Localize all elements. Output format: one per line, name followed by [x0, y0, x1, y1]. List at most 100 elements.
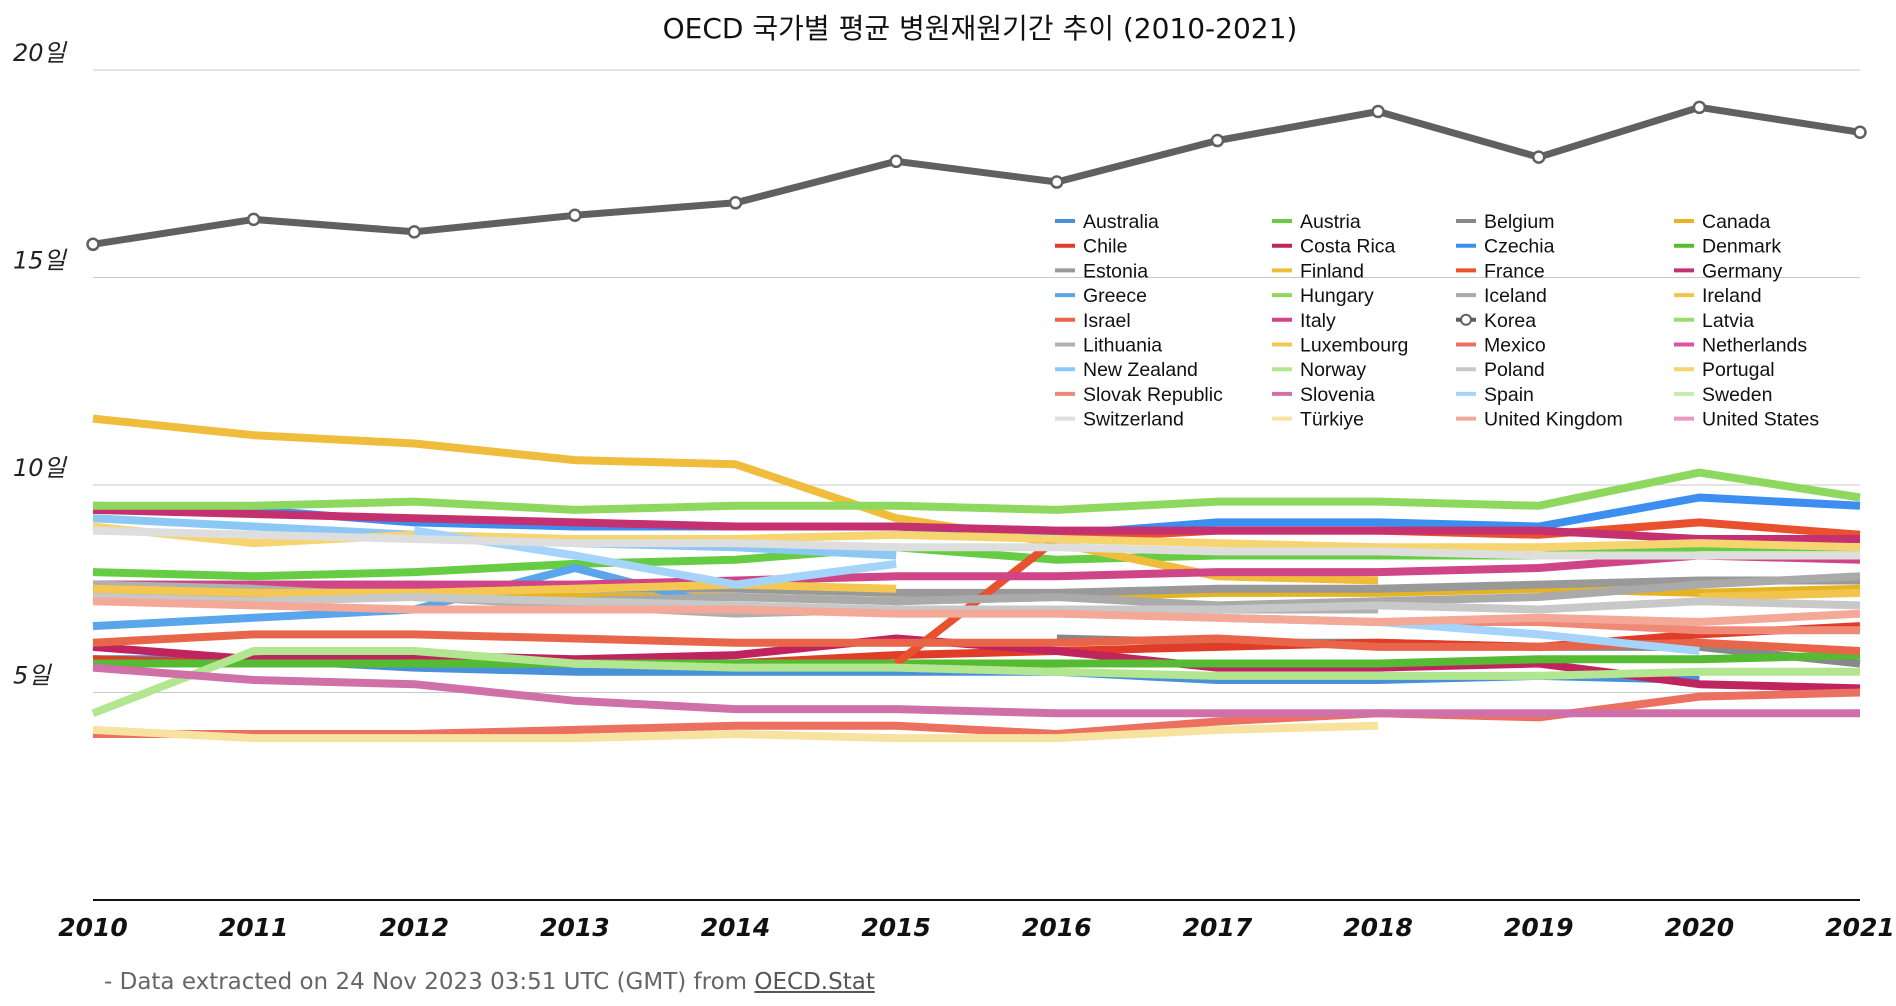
legend-item-spain: Spain [1456, 384, 1534, 406]
series-hungary [93, 468, 1861, 514]
legend-label-israel: Israel [1083, 310, 1131, 332]
legend-item-new-zealand: New Zealand [1055, 359, 1198, 381]
legend-label-germany: Germany [1702, 260, 1782, 282]
x-tick-label-2013: 2013 [540, 913, 610, 942]
legend-item-belgium: Belgium [1456, 211, 1554, 233]
point-korea-2020 [1692, 100, 1707, 115]
data-source-text: - Data extracted on 24 Nov 2023 03:51 UT… [104, 969, 755, 995]
series-line-finland [92, 414, 1379, 585]
legend-label-korea: Korea [1484, 310, 1536, 332]
legend-item-slovenia: Slovenia [1272, 384, 1375, 406]
legend-item-hungary: Hungary [1272, 285, 1374, 307]
point-korea-2016 [1050, 175, 1064, 189]
legend-item-greece: Greece [1055, 285, 1147, 307]
legend-label-canada: Canada [1702, 211, 1770, 233]
legend-label-iceland: Iceland [1484, 285, 1547, 307]
legend-label-norway: Norway [1300, 359, 1366, 381]
series-line-luxembourg [92, 580, 897, 597]
x-tick-label-2018: 2018 [1343, 913, 1413, 942]
series-line-poland [92, 593, 1861, 614]
series-israel [92, 630, 1861, 655]
series-ireland [1699, 588, 1861, 601]
x-tick-label-2011: 2011 [219, 913, 289, 942]
series-united-kingdom [92, 597, 1861, 626]
legend-label-t-rkiye: Türkiye [1300, 409, 1364, 431]
x-tick-label-2012: 2012 [379, 913, 449, 942]
series-line-hungary [93, 468, 1861, 514]
series-switzerland [92, 526, 1860, 560]
legend-item-united-states: United States [1674, 409, 1819, 431]
legend-item-poland: Poland [1456, 359, 1545, 381]
point-korea-2014 [728, 196, 743, 210]
legend: Australia Austria Belgium Canada Chile Costa … [1055, 211, 1819, 431]
legend-item-france: France [1456, 260, 1545, 282]
legend-label-new-zealand: New Zealand [1083, 359, 1198, 381]
point-korea-2017 [1210, 133, 1225, 148]
series-line-t-rkiye [92, 721, 1379, 743]
legend-label-ireland: Ireland [1702, 285, 1762, 307]
y-tick-label-20: 20일 [13, 39, 68, 67]
legend-item-luxembourg: Luxembourg [1272, 335, 1408, 357]
legend-label-austria: Austria [1300, 211, 1361, 233]
legend-item-italy: Italy [1272, 310, 1336, 332]
legend-label-finland: Finland [1300, 260, 1364, 282]
series-line-norway [91, 647, 1860, 718]
legend-label-costa-rica: Costa Rica [1300, 236, 1396, 258]
legend-label-united-kingdom: United Kingdom [1484, 409, 1623, 431]
legend-marker-korea [1460, 313, 1472, 326]
legend-item-iceland: Iceland [1456, 285, 1547, 307]
legend-label-switzerland: Switzerland [1083, 409, 1184, 431]
legend-item-costa-rica: Costa Rica [1272, 236, 1396, 258]
legend-item-slovak-republic: Slovak Republic [1055, 384, 1223, 406]
point-korea-2021 [1853, 125, 1867, 139]
data-source-note: - Data extracted on 24 Nov 2023 03:51 UT… [104, 969, 875, 995]
series-line-united-kingdom [92, 597, 1861, 626]
x-tick-label-2015: 2015 [861, 913, 931, 942]
x-tick-label-2019: 2019 [1504, 913, 1574, 942]
series-italy [93, 551, 1861, 589]
legend-item-united-kingdom: United Kingdom [1456, 409, 1623, 431]
legend-item-finland: Finland [1272, 260, 1364, 282]
legend-label-greece: Greece [1083, 285, 1147, 307]
legend-item-australia: Australia [1055, 211, 1159, 233]
legend-label-poland: Poland [1484, 359, 1545, 381]
legend-item-ireland: Ireland [1674, 285, 1762, 307]
legend-label-italy: Italy [1300, 310, 1336, 332]
point-korea-2015 [889, 154, 903, 169]
series-germany [92, 505, 1860, 543]
legend-item-denmark: Denmark [1674, 236, 1781, 258]
series-norway [91, 647, 1860, 718]
x-tick-label-2010: 2010 [58, 913, 128, 942]
legend-item-mexico: Mexico [1456, 335, 1546, 357]
legend-item-norway: Norway [1272, 359, 1366, 381]
legend-label-mexico: Mexico [1484, 335, 1546, 357]
y-axis-ticks: 5일 10일 15일 20일 [13, 39, 68, 690]
x-tick-label-2016: 2016 [1022, 913, 1092, 942]
series-finland [92, 414, 1379, 585]
legend-item-switzerland: Switzerland [1055, 409, 1184, 431]
legend-label-netherlands: Netherlands [1702, 335, 1807, 357]
series-denmark [93, 651, 1861, 668]
y-tick-label-15: 15일 [13, 247, 68, 275]
legend-label-chile: Chile [1083, 236, 1127, 258]
x-tick-label-2020: 2020 [1665, 913, 1735, 942]
series-line-korea [92, 103, 1861, 248]
legend-item-czechia: Czechia [1456, 236, 1555, 258]
legend-item-canada: Canada [1674, 211, 1770, 233]
legend-item-austria: Austria [1272, 211, 1361, 233]
series-line-switzerland [92, 526, 1860, 560]
series-slovenia [92, 663, 1860, 718]
series-poland [92, 593, 1861, 614]
legend-label-france: France [1484, 260, 1545, 282]
x-tick-label-2014: 2014 [701, 913, 771, 942]
legend-label-slovenia: Slovenia [1300, 384, 1375, 406]
legend-label-lithuania: Lithuania [1083, 335, 1162, 357]
series-line-denmark [93, 651, 1861, 668]
series-t-rkiye [92, 721, 1379, 743]
legend-item-lithuania: Lithuania [1055, 335, 1162, 357]
legend-label-luxembourg: Luxembourg [1300, 335, 1408, 357]
series-line-ireland [1699, 588, 1861, 601]
point-korea-2010 [86, 237, 100, 252]
oecd-stat-link[interactable]: OECD.Stat [754, 969, 875, 995]
